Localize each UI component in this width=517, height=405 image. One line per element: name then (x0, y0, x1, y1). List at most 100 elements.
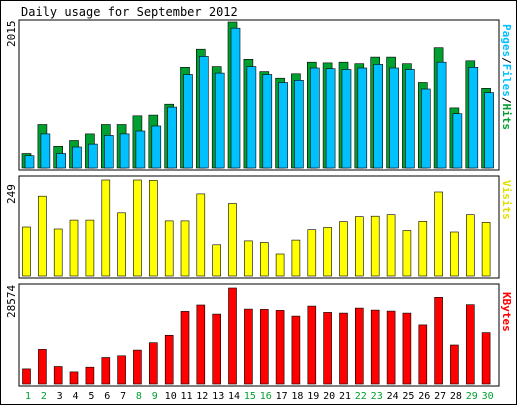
pages-bar (151, 125, 162, 169)
visits-bar (291, 239, 301, 277)
kbytes-bar (133, 349, 142, 385)
visits-bar (101, 179, 111, 277)
kbytes-bar (212, 313, 221, 385)
day-label: 25 (402, 391, 414, 402)
kbytes-bar (259, 309, 269, 385)
day-label: 20 (323, 391, 335, 402)
visits-panel-legend: Visits (500, 180, 513, 220)
kbytes-bar (38, 349, 47, 385)
day-label: 23 (371, 391, 383, 402)
pages-bar (484, 92, 494, 169)
day-label: 24 (387, 391, 399, 402)
day-label: 17 (276, 391, 288, 402)
day-label: 22 (355, 391, 367, 402)
visits-bar (164, 220, 174, 277)
pages-bar (88, 143, 98, 169)
visits-bar (149, 180, 158, 277)
day-label: 29 (466, 391, 478, 402)
visits-bar (69, 219, 79, 277)
kbytes-bar (85, 366, 95, 385)
visits-bar (196, 193, 206, 277)
pages-bar (246, 66, 257, 169)
kbytes-bar (434, 296, 443, 385)
legend-sep-2: / (500, 97, 513, 104)
kbytes-bar (402, 312, 412, 385)
kbytes-bar (465, 304, 475, 385)
visits-bar (339, 221, 348, 277)
visits-bar (117, 212, 126, 277)
kbytes-bar (149, 342, 158, 385)
day-label: 30 (482, 391, 494, 402)
kbytes-bars-group (22, 287, 491, 385)
hits-ymax-label: 2015 (5, 21, 18, 48)
visits-bar (465, 214, 475, 277)
legend-files: Files (500, 64, 513, 97)
pages-bar (278, 82, 288, 169)
visits-bar (180, 220, 190, 277)
pages-bar (405, 69, 415, 169)
visits-bar (212, 244, 221, 277)
legend-hits: Hits (500, 104, 513, 131)
visits-bar (228, 203, 237, 277)
visits-ymax-label: 249 (5, 184, 18, 204)
visits-bar (402, 230, 412, 277)
day-label: 26 (418, 391, 430, 402)
pages-bar (119, 133, 130, 169)
pages-bar (373, 64, 384, 169)
kbytes-bar (323, 312, 332, 385)
day-label: 7 (120, 391, 126, 402)
kbytes-bar (418, 324, 428, 385)
day-label: 6 (104, 391, 110, 402)
day-label: 10 (165, 391, 177, 402)
day-label: 5 (88, 391, 94, 402)
day-label: 3 (57, 391, 63, 402)
pages-bar (135, 130, 146, 169)
pages-bar (104, 135, 114, 169)
pages-bar (262, 74, 273, 169)
pages-bar (24, 155, 35, 169)
pages-bar (56, 153, 67, 169)
pages-bar (468, 67, 479, 169)
kbytes-bar (354, 307, 364, 385)
kbytes-bar (370, 309, 380, 385)
visits-bar (244, 240, 253, 277)
kbytes-bar (228, 287, 237, 385)
pages-bar (167, 106, 177, 169)
kbytes-bar (53, 366, 63, 385)
day-label: 14 (228, 391, 240, 402)
visits-bar (354, 216, 364, 277)
visits-bar (418, 221, 428, 277)
visits-bar (275, 253, 285, 277)
kbytes-ymax-label: 28574 (5, 285, 18, 318)
pages-bar (436, 61, 447, 169)
pages-bar (325, 68, 336, 169)
day-label: 4 (72, 391, 78, 402)
visits-bar (133, 179, 142, 277)
legend-pages: Pages (500, 24, 513, 57)
pages-bar (230, 27, 241, 169)
visits-bar (53, 228, 63, 277)
pages-bar (452, 113, 463, 169)
kbytes-bar (69, 371, 79, 385)
pages-bar (40, 133, 51, 169)
visits-bar (323, 227, 332, 277)
visits-bar (386, 214, 396, 277)
pages-bar (357, 67, 368, 169)
pages-bar (420, 88, 431, 169)
kbytes-bar (196, 304, 206, 385)
visits-bar (38, 195, 47, 277)
hits-bars-group (21, 21, 494, 169)
visits-bar (481, 222, 491, 277)
day-label: 9 (152, 391, 158, 402)
visits-bar (307, 229, 317, 277)
day-label: 8 (136, 391, 142, 402)
hits-panel-legend: Pages/Files/Hits (500, 24, 513, 130)
kbytes-bar (307, 305, 317, 385)
chart-title: Daily usage for September 2012 (21, 5, 238, 19)
kbytes-bar (339, 312, 348, 385)
kbytes-bar (244, 308, 253, 385)
day-label: 2 (41, 391, 47, 402)
kbytes-bar (481, 332, 491, 385)
